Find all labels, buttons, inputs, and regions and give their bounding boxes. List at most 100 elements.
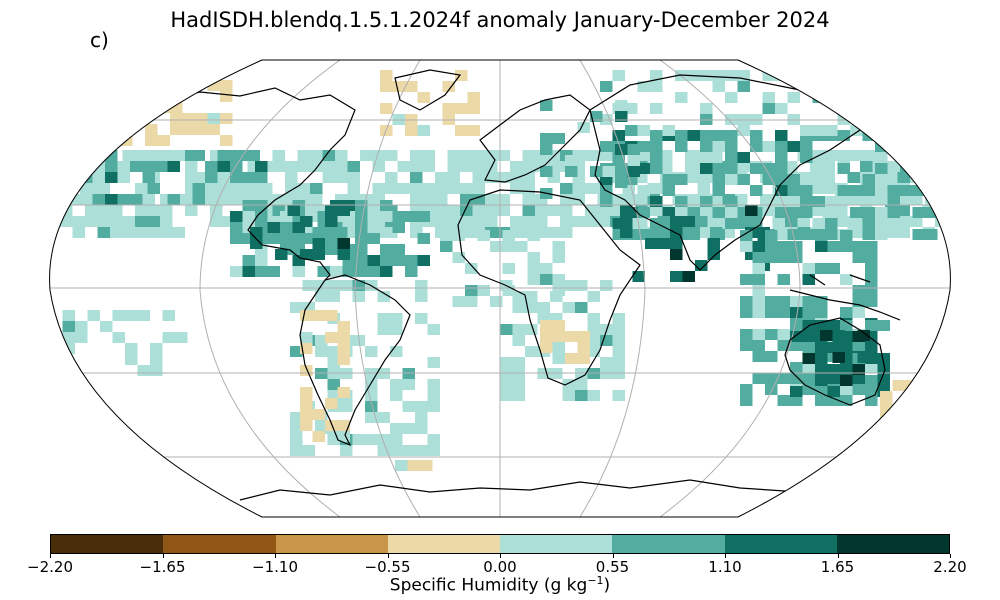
grid-cell xyxy=(60,161,73,172)
grid-cell xyxy=(775,152,788,163)
grid-cell xyxy=(142,161,155,172)
grid-cell xyxy=(577,122,590,133)
grid-cell xyxy=(117,172,130,183)
grid-cell xyxy=(635,150,648,161)
grid-cell xyxy=(752,296,765,307)
grid-cell xyxy=(875,229,888,240)
grid-cell xyxy=(147,205,160,216)
grid-cell xyxy=(575,379,588,390)
grid-cell xyxy=(627,144,640,155)
grid-cell xyxy=(560,216,573,227)
grid-cell xyxy=(112,310,125,321)
grid-cell xyxy=(657,238,670,249)
grid-cell xyxy=(402,423,415,434)
grid-cell xyxy=(407,460,420,471)
grid-cell xyxy=(485,172,498,183)
grid-cell xyxy=(637,207,650,218)
grid-cell xyxy=(207,80,220,91)
grid-cell xyxy=(800,152,813,163)
grid-cell xyxy=(877,353,890,364)
grid-cell xyxy=(85,150,98,161)
grid-cell xyxy=(485,227,498,238)
grid-cell xyxy=(812,125,825,136)
coast-indonesia xyxy=(789,274,901,321)
grid-cell xyxy=(777,340,790,351)
grid-cell xyxy=(612,313,625,324)
grid-cell xyxy=(637,81,650,92)
grid-cell xyxy=(650,229,663,240)
grid-cell xyxy=(722,227,735,238)
grid-cell xyxy=(700,196,713,207)
grid-cell xyxy=(600,280,613,291)
grid-cell xyxy=(725,130,738,141)
grid-cell xyxy=(852,384,865,395)
grid-cell xyxy=(230,233,243,244)
grid-cell xyxy=(637,163,650,174)
grid-cell xyxy=(315,346,328,357)
grid-cell xyxy=(707,238,720,249)
grid-cell xyxy=(290,423,303,434)
grid-cell xyxy=(710,194,723,205)
grid-cell xyxy=(912,229,925,240)
grid-cell xyxy=(207,113,220,124)
grid-cell xyxy=(317,266,330,277)
grid-cell xyxy=(337,238,350,249)
grid-cell xyxy=(757,227,770,238)
colorbar-segment xyxy=(51,535,164,553)
grid-cell xyxy=(472,150,485,161)
grid-cell xyxy=(347,161,360,172)
grid-cell xyxy=(272,205,285,216)
grid-cell xyxy=(440,230,453,241)
grid-cell xyxy=(230,150,243,161)
grid-cell xyxy=(535,150,548,161)
grid-cell xyxy=(422,150,435,161)
grid-cell xyxy=(160,150,173,161)
grid-cell xyxy=(800,125,813,136)
grid-cell xyxy=(637,229,650,240)
grid-cell xyxy=(147,150,160,161)
grid-cell xyxy=(192,183,205,194)
grid-cell xyxy=(242,194,255,205)
grid-cell xyxy=(860,194,873,205)
grid-cell xyxy=(802,384,815,395)
grid-cell xyxy=(660,150,673,161)
grid-cell xyxy=(765,307,778,318)
grid-cell xyxy=(272,161,285,172)
grid-cell xyxy=(367,266,380,277)
grid-cell xyxy=(310,205,323,216)
grid-cell xyxy=(762,103,775,114)
grid-cell xyxy=(272,150,285,161)
grid-cell xyxy=(612,346,625,357)
grid-cell xyxy=(260,183,273,194)
grid-cell xyxy=(865,285,878,296)
grid-cell xyxy=(392,211,405,222)
grid-cell xyxy=(380,103,393,114)
grid-cell xyxy=(750,185,763,196)
grid-cell xyxy=(427,324,440,335)
grid-cell xyxy=(752,329,765,340)
grid-cell xyxy=(662,174,675,185)
grid-cell xyxy=(110,205,123,216)
grid-cell xyxy=(762,70,775,81)
grid-cell xyxy=(912,185,925,196)
grid-cell xyxy=(850,125,863,136)
grid-cell xyxy=(422,194,435,205)
grid-cell xyxy=(685,150,698,161)
grid-cell xyxy=(292,233,305,244)
grid-cell xyxy=(317,211,330,222)
grid-cell xyxy=(865,274,878,285)
grid-cell xyxy=(815,307,828,318)
grid-cell xyxy=(875,174,888,185)
grid-cell xyxy=(222,194,235,205)
grid-cell xyxy=(302,445,315,456)
grid-cell xyxy=(865,353,878,364)
grid-cell xyxy=(865,375,878,386)
grid-cell xyxy=(712,130,725,141)
grid-cell xyxy=(612,229,625,240)
grid-cell xyxy=(552,133,565,144)
grid-cell xyxy=(512,357,525,368)
grid-cell xyxy=(622,183,635,194)
grid-cell xyxy=(675,196,688,207)
grid-cell xyxy=(585,150,598,161)
grid-cell xyxy=(435,216,448,227)
